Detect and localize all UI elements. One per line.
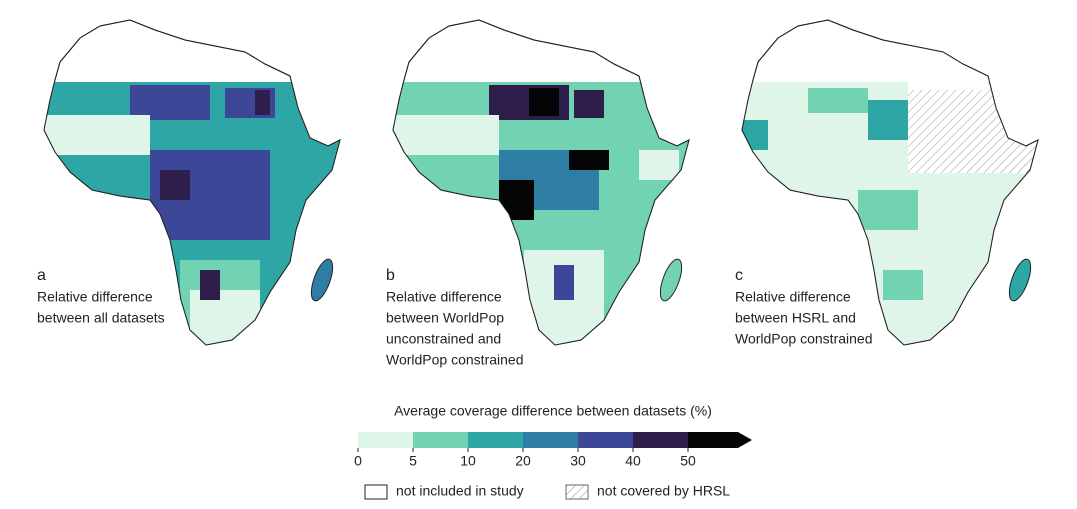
colorbar-bin [633, 432, 688, 448]
colorbar-bin [358, 432, 413, 448]
panel-letter: b [386, 267, 395, 284]
panel-letter: c [735, 267, 743, 284]
panel-caption: Relative difference [735, 289, 851, 305]
legend-entry: not included in study [396, 483, 524, 499]
colorbar-tick-label: 20 [515, 453, 531, 469]
colorbar: 0 5 10 20 30 40 50 [354, 432, 752, 469]
legend-title: Average coverage difference between data… [394, 403, 712, 419]
colorbar-tick-label: 0 [354, 453, 362, 469]
panel-caption: Relative difference [386, 289, 502, 305]
colorbar-bin [523, 432, 578, 448]
colorbar-tick-label: 40 [625, 453, 641, 469]
colorbar-tick-label: 10 [460, 453, 476, 469]
legend-entry: not covered by HRSL [597, 483, 730, 499]
panel-caption: between HSRL and [735, 310, 856, 326]
colorbar-tick-label: 5 [409, 453, 417, 469]
legend-swatch [565, 484, 589, 500]
colorbar-bin [413, 432, 468, 448]
colorbar-bin [468, 432, 523, 448]
panel-caption: WorldPop constrained [386, 352, 523, 368]
legend-swatch [364, 484, 388, 500]
panel-labels: a Relative difference between all datasets… [37, 267, 872, 367]
panel-caption: unconstrained and [386, 331, 501, 347]
panel-caption: between WorldPop [386, 310, 504, 326]
panel-caption: Relative difference [37, 289, 153, 305]
colorbar-tick-label: 50 [680, 453, 696, 469]
colorbar-overflow [688, 432, 752, 448]
panel-caption: between all datasets [37, 310, 165, 326]
panel-letter: a [37, 267, 46, 284]
panel-caption: WorldPop constrained [735, 331, 872, 347]
colorbar-bin [578, 432, 633, 448]
colorbar-tick-label: 30 [570, 453, 586, 469]
